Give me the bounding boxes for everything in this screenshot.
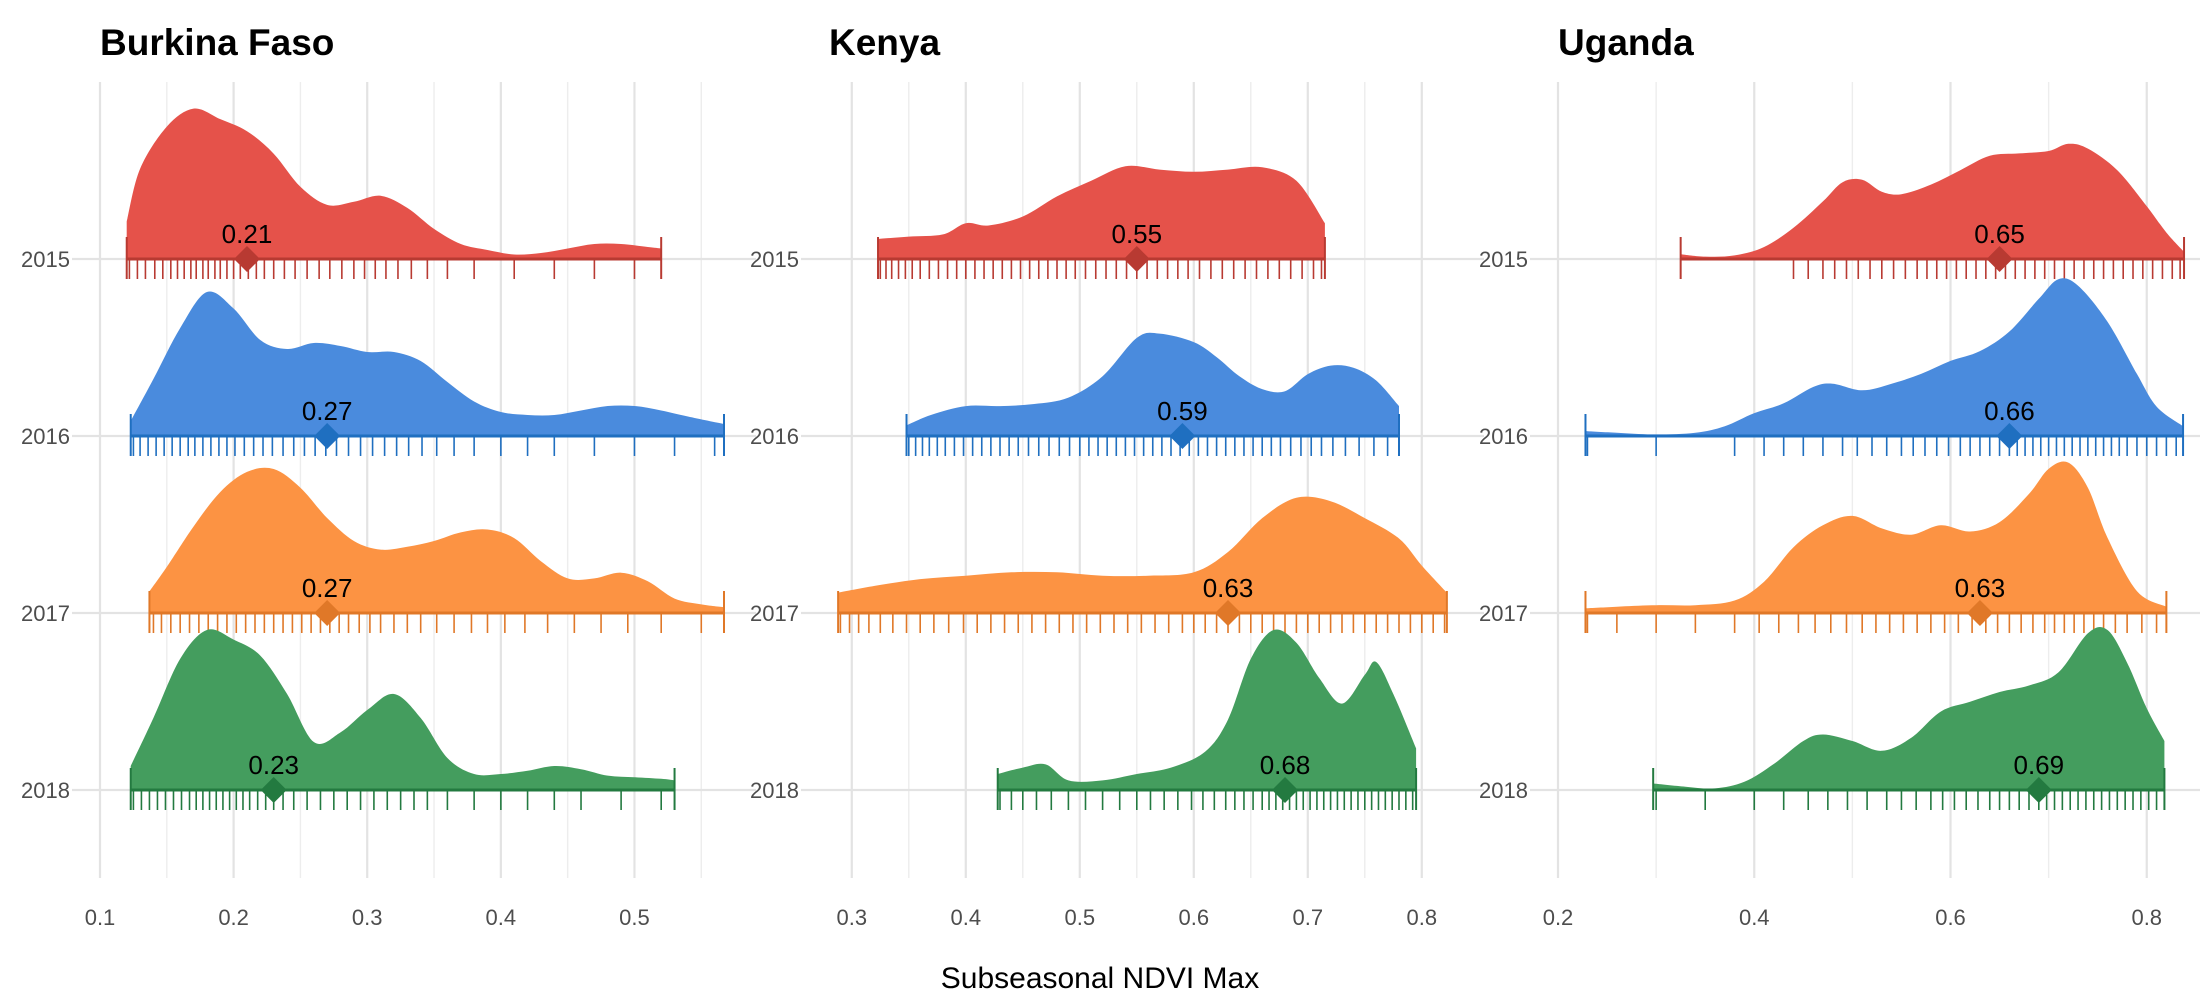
burkina-faso-median-label-2018: 0.23 [248,750,299,780]
burkina-faso-y-tick-label-2015: 2015 [21,247,70,272]
kenya-median-label-2016: 0.59 [1157,396,1208,426]
kenya-median-marker-2017 [1215,600,1241,626]
kenya-ridge-2017 [838,496,1447,613]
uganda-x-tick-label: 0.2 [1543,905,1574,930]
uganda-median-label-2018: 0.69 [2014,750,2065,780]
burkina-faso-x-tick-label: 0.5 [619,905,650,930]
uganda-y-tick-label-2016: 2016 [1479,424,1528,449]
kenya-x-tick-label: 0.6 [1179,905,1210,930]
kenya-ridge-2016 [906,332,1399,436]
kenya-ridge-2015 [878,165,1325,259]
burkina-faso-ridge-2016 [130,291,724,436]
uganda-ridge-2017 [1585,461,2167,613]
kenya-median-marker-2016 [1169,423,1196,449]
burkina-faso-median-marker-2016 [314,423,341,449]
burkina-faso-median-label-2016: 0.27 [302,396,353,426]
burkina-faso-ridge-2017 [149,467,724,613]
kenya-median-marker-2015 [1123,246,1150,272]
burkina-faso-median-label-2017: 0.27 [302,573,353,603]
burkina-faso-x-tick-label: 0.3 [352,905,383,930]
kenya-y-tick-label-2018: 2018 [750,778,799,803]
uganda-median-marker-2016 [1996,423,2023,449]
uganda-median-marker-2015 [1986,246,2013,272]
burkina-faso-median-marker-2017 [314,600,341,626]
panel-title-burkina-faso: Burkina Faso [100,22,335,63]
kenya-x-tick-label: 0.8 [1407,905,1438,930]
uganda-median-label-2016: 0.66 [1984,396,2035,426]
panel-title-kenya: Kenya [829,22,941,63]
burkina-faso-x-tick-label: 0.2 [218,905,249,930]
burkina-faso-x-tick-label: 0.4 [486,905,517,930]
uganda-y-tick-label-2017: 2017 [1479,601,1528,626]
uganda-y-tick-label-2018: 2018 [1479,778,1528,803]
burkina-faso-y-tick-label-2018: 2018 [21,778,70,803]
burkina-faso-median-label-2015: 0.21 [222,219,273,249]
burkina-faso-ridge-2015 [126,108,662,259]
burkina-faso-median-marker-2015 [233,246,260,272]
uganda-median-marker-2018 [2025,777,2052,803]
kenya-median-label-2017: 0.63 [1203,573,1254,603]
kenya-x-tick-label: 0.5 [1065,905,1096,930]
uganda-median-label-2015: 0.65 [1974,219,2025,249]
kenya-x-tick-label: 0.4 [951,905,982,930]
x-axis-title: Subseasonal NDVI Max [940,962,1260,995]
burkina-faso-y-tick-label-2017: 2017 [21,601,70,626]
kenya-median-marker-2018 [1272,777,1298,803]
panel-title-uganda: Uganda [1558,22,1694,63]
uganda-ridge-2018 [1653,626,2165,790]
burkina-faso-median-marker-2018 [260,777,287,803]
burkina-faso-x-tick-label: 0.1 [85,905,116,930]
uganda-median-label-2017: 0.63 [1955,573,2006,603]
burkina-faso-ridge-2018 [130,629,675,790]
kenya-y-tick-label-2017: 2017 [750,601,799,626]
uganda-x-tick-label: 0.6 [1935,905,1966,930]
kenya-y-tick-label-2015: 2015 [750,247,799,272]
uganda-x-tick-label: 0.4 [1739,905,1770,930]
burkina-faso-y-tick-label-2016: 2016 [21,424,70,449]
uganda-median-marker-2017 [1966,600,1993,626]
uganda-x-tick-label: 0.8 [2131,905,2162,930]
kenya-x-tick-label: 0.7 [1293,905,1324,930]
kenya-y-tick-label-2016: 2016 [750,424,799,449]
kenya-median-label-2015: 0.55 [1111,219,1162,249]
uganda-y-tick-label-2015: 2015 [1479,247,1528,272]
uganda-ridge-2016 [1585,278,2184,436]
kenya-median-label-2018: 0.68 [1260,750,1311,780]
uganda-ridge-2015 [1680,143,2184,259]
kenya-x-tick-label: 0.3 [837,905,868,930]
kenya-ridge-2018 [997,629,1417,790]
